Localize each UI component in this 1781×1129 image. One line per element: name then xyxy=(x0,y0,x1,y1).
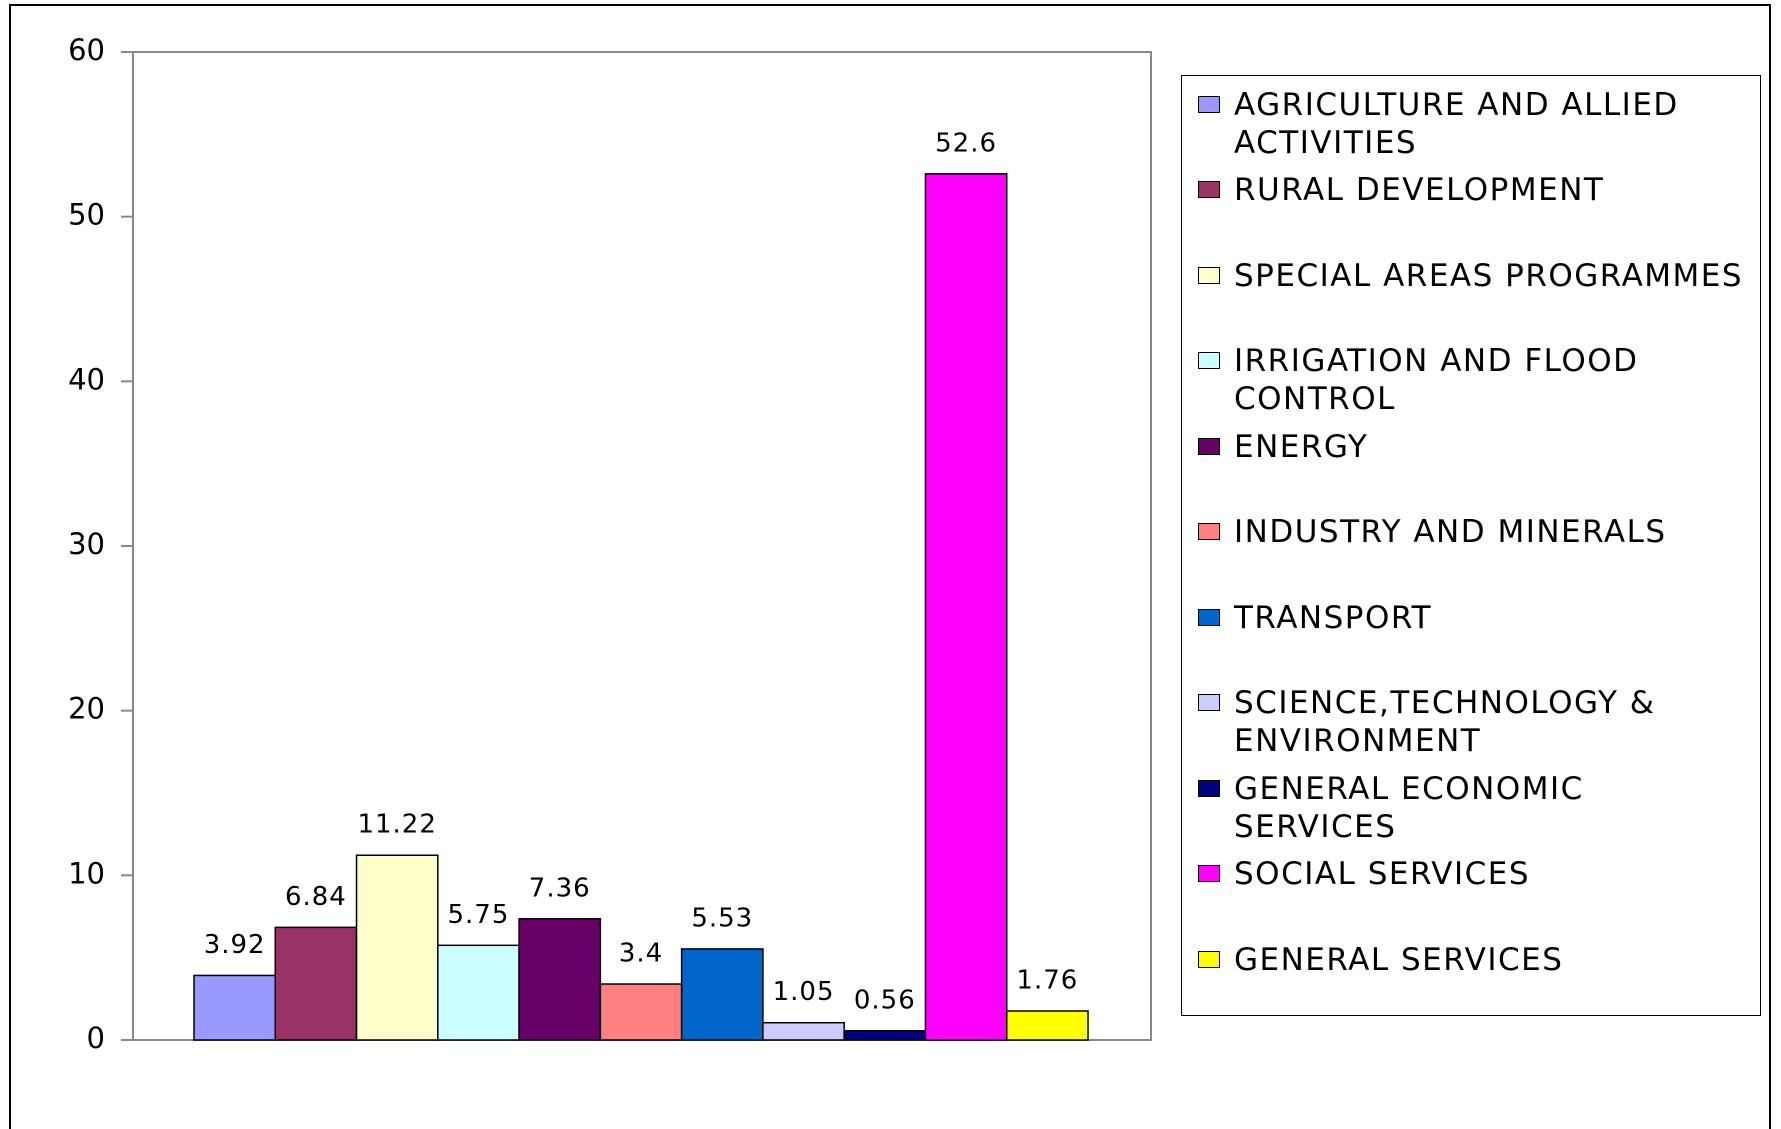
legend-swatch xyxy=(1198,865,1220,882)
bar xyxy=(274,926,358,1041)
legend-label: GENERAL ECONOMIC SERVICES xyxy=(1234,771,1584,845)
value-label: 6.84 xyxy=(285,882,347,912)
value-label: 1.76 xyxy=(1016,966,1078,996)
legend-swatch xyxy=(1198,438,1220,455)
legend-swatch xyxy=(1198,181,1220,198)
legend-item: TRANSPORT xyxy=(1198,599,1758,637)
legend-swatch xyxy=(1198,780,1220,797)
bar xyxy=(843,1030,927,1041)
legend: AGRICULTURE AND ALLIED ACTIVITIES RURAL D… xyxy=(1181,75,1761,1016)
bar xyxy=(924,173,1008,1041)
legend-label: SPECIAL AREAS PROGRAMMES xyxy=(1234,258,1744,294)
legend-item: SPECIAL AREAS PROGRAMMES xyxy=(1198,257,1758,295)
value-label: 5.75 xyxy=(448,900,510,930)
legend-swatch xyxy=(1198,609,1220,626)
y-tick-label: 0 xyxy=(87,1021,105,1055)
legend-item: SOCIAL SERVICES xyxy=(1198,855,1758,893)
y-tick-label: 10 xyxy=(68,856,105,890)
bar xyxy=(762,1021,845,1041)
legend-item: GENERAL ECONOMIC SERVICES xyxy=(1198,770,1758,846)
y-tick-label: 50 xyxy=(68,198,105,232)
legend-item: AGRICULTURE AND ALLIED ACTIVITIES xyxy=(1198,86,1758,162)
bar xyxy=(1005,1010,1089,1041)
bar xyxy=(193,974,277,1041)
value-label: 1.05 xyxy=(773,977,835,1007)
legend-label: SOCIAL SERVICES xyxy=(1234,856,1531,892)
chart-frame xyxy=(9,4,1771,1129)
legend-swatch xyxy=(1198,523,1220,540)
legend-swatch xyxy=(1198,694,1220,711)
bar xyxy=(437,944,520,1041)
y-tick-label: 30 xyxy=(68,527,105,561)
legend-label: ENERGY xyxy=(1234,429,1369,465)
legend-swatch xyxy=(1198,352,1220,369)
legend-label: RURAL DEVELOPMENT xyxy=(1234,172,1605,208)
legend-item: ENERGY xyxy=(1198,428,1758,466)
legend-swatch xyxy=(1198,96,1220,113)
legend-item: RURAL DEVELOPMENT xyxy=(1198,171,1758,209)
legend-label: GENERAL SERVICES xyxy=(1234,942,1564,978)
legend-item: SCIENCE,TECHNOLOGY & ENVIRONMENT xyxy=(1198,684,1758,760)
value-label: 0.56 xyxy=(854,985,916,1015)
y-tick-label: 20 xyxy=(68,692,105,726)
bar xyxy=(599,983,683,1041)
legend-label: AGRICULTURE AND ALLIED ACTIVITIES xyxy=(1234,87,1679,161)
value-label: 5.53 xyxy=(691,903,753,933)
legend-label: IRRIGATION AND FLOOD CONTROL xyxy=(1234,343,1639,417)
bar xyxy=(355,854,439,1041)
legend-swatch xyxy=(1198,267,1220,284)
bar xyxy=(680,948,764,1041)
legend-item: INDUSTRY AND MINERALS xyxy=(1198,513,1758,551)
legend-item: IRRIGATION AND FLOOD CONTROL xyxy=(1198,342,1758,418)
legend-label: TRANSPORT xyxy=(1234,600,1433,636)
y-tick-label: 60 xyxy=(68,33,105,67)
value-label: 3.92 xyxy=(204,930,266,960)
value-label: 11.22 xyxy=(357,810,436,840)
legend-label: SCIENCE,TECHNOLOGY & ENVIRONMENT xyxy=(1234,685,1656,759)
y-tick-label: 40 xyxy=(68,362,105,396)
legend-item: GENERAL SERVICES xyxy=(1198,941,1758,979)
value-label: 52.6 xyxy=(935,128,997,158)
bar xyxy=(518,918,602,1041)
value-label: 3.4 xyxy=(619,939,663,969)
legend-label: INDUSTRY AND MINERALS xyxy=(1234,514,1667,550)
legend-swatch xyxy=(1198,951,1220,968)
value-label: 7.36 xyxy=(529,873,591,903)
